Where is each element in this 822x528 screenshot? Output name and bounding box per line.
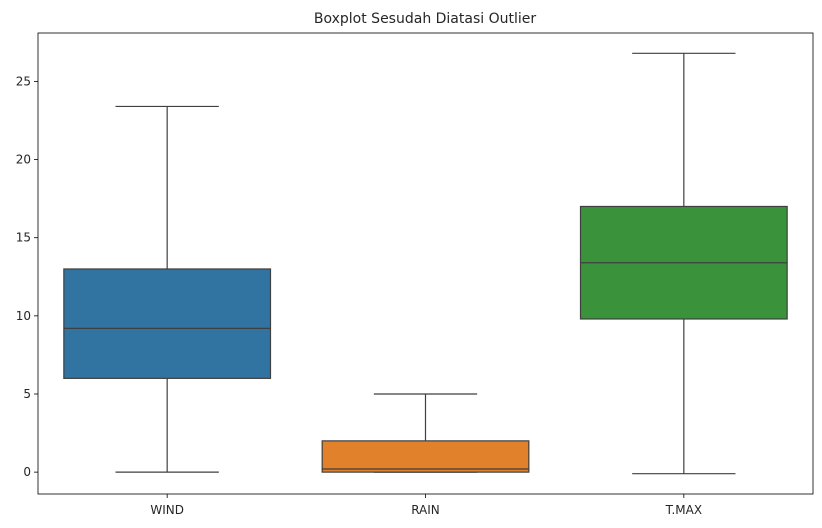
y-tick-label-5: 5 [23, 387, 31, 401]
box-group-t-max [579, 52, 788, 475]
y-axis: 0 5 10 15 20 25 [16, 74, 38, 479]
y-tick-label-20: 20 [16, 153, 31, 167]
y-tick-label-10: 10 [16, 309, 31, 323]
x-tick-label-t-max: T.MAX [665, 503, 703, 517]
x-tick-label-rain: RAIN [411, 503, 440, 517]
y-tick-label-25: 25 [16, 74, 31, 88]
box-group-rain [321, 393, 530, 473]
box-group-wind [63, 105, 272, 473]
y-tick-label-0: 0 [23, 465, 31, 479]
x-tick-label-wind: WIND [150, 503, 184, 517]
box-wind [63, 268, 272, 379]
chart-title: Boxplot Sesudah Diatasi Outlier [314, 11, 536, 27]
plot-frame [37, 32, 814, 495]
box-rain [321, 440, 530, 473]
x-axis: WIND RAIN T.MAX [150, 494, 702, 517]
boxes-layer [63, 52, 788, 475]
y-tick-label-15: 15 [16, 231, 31, 245]
